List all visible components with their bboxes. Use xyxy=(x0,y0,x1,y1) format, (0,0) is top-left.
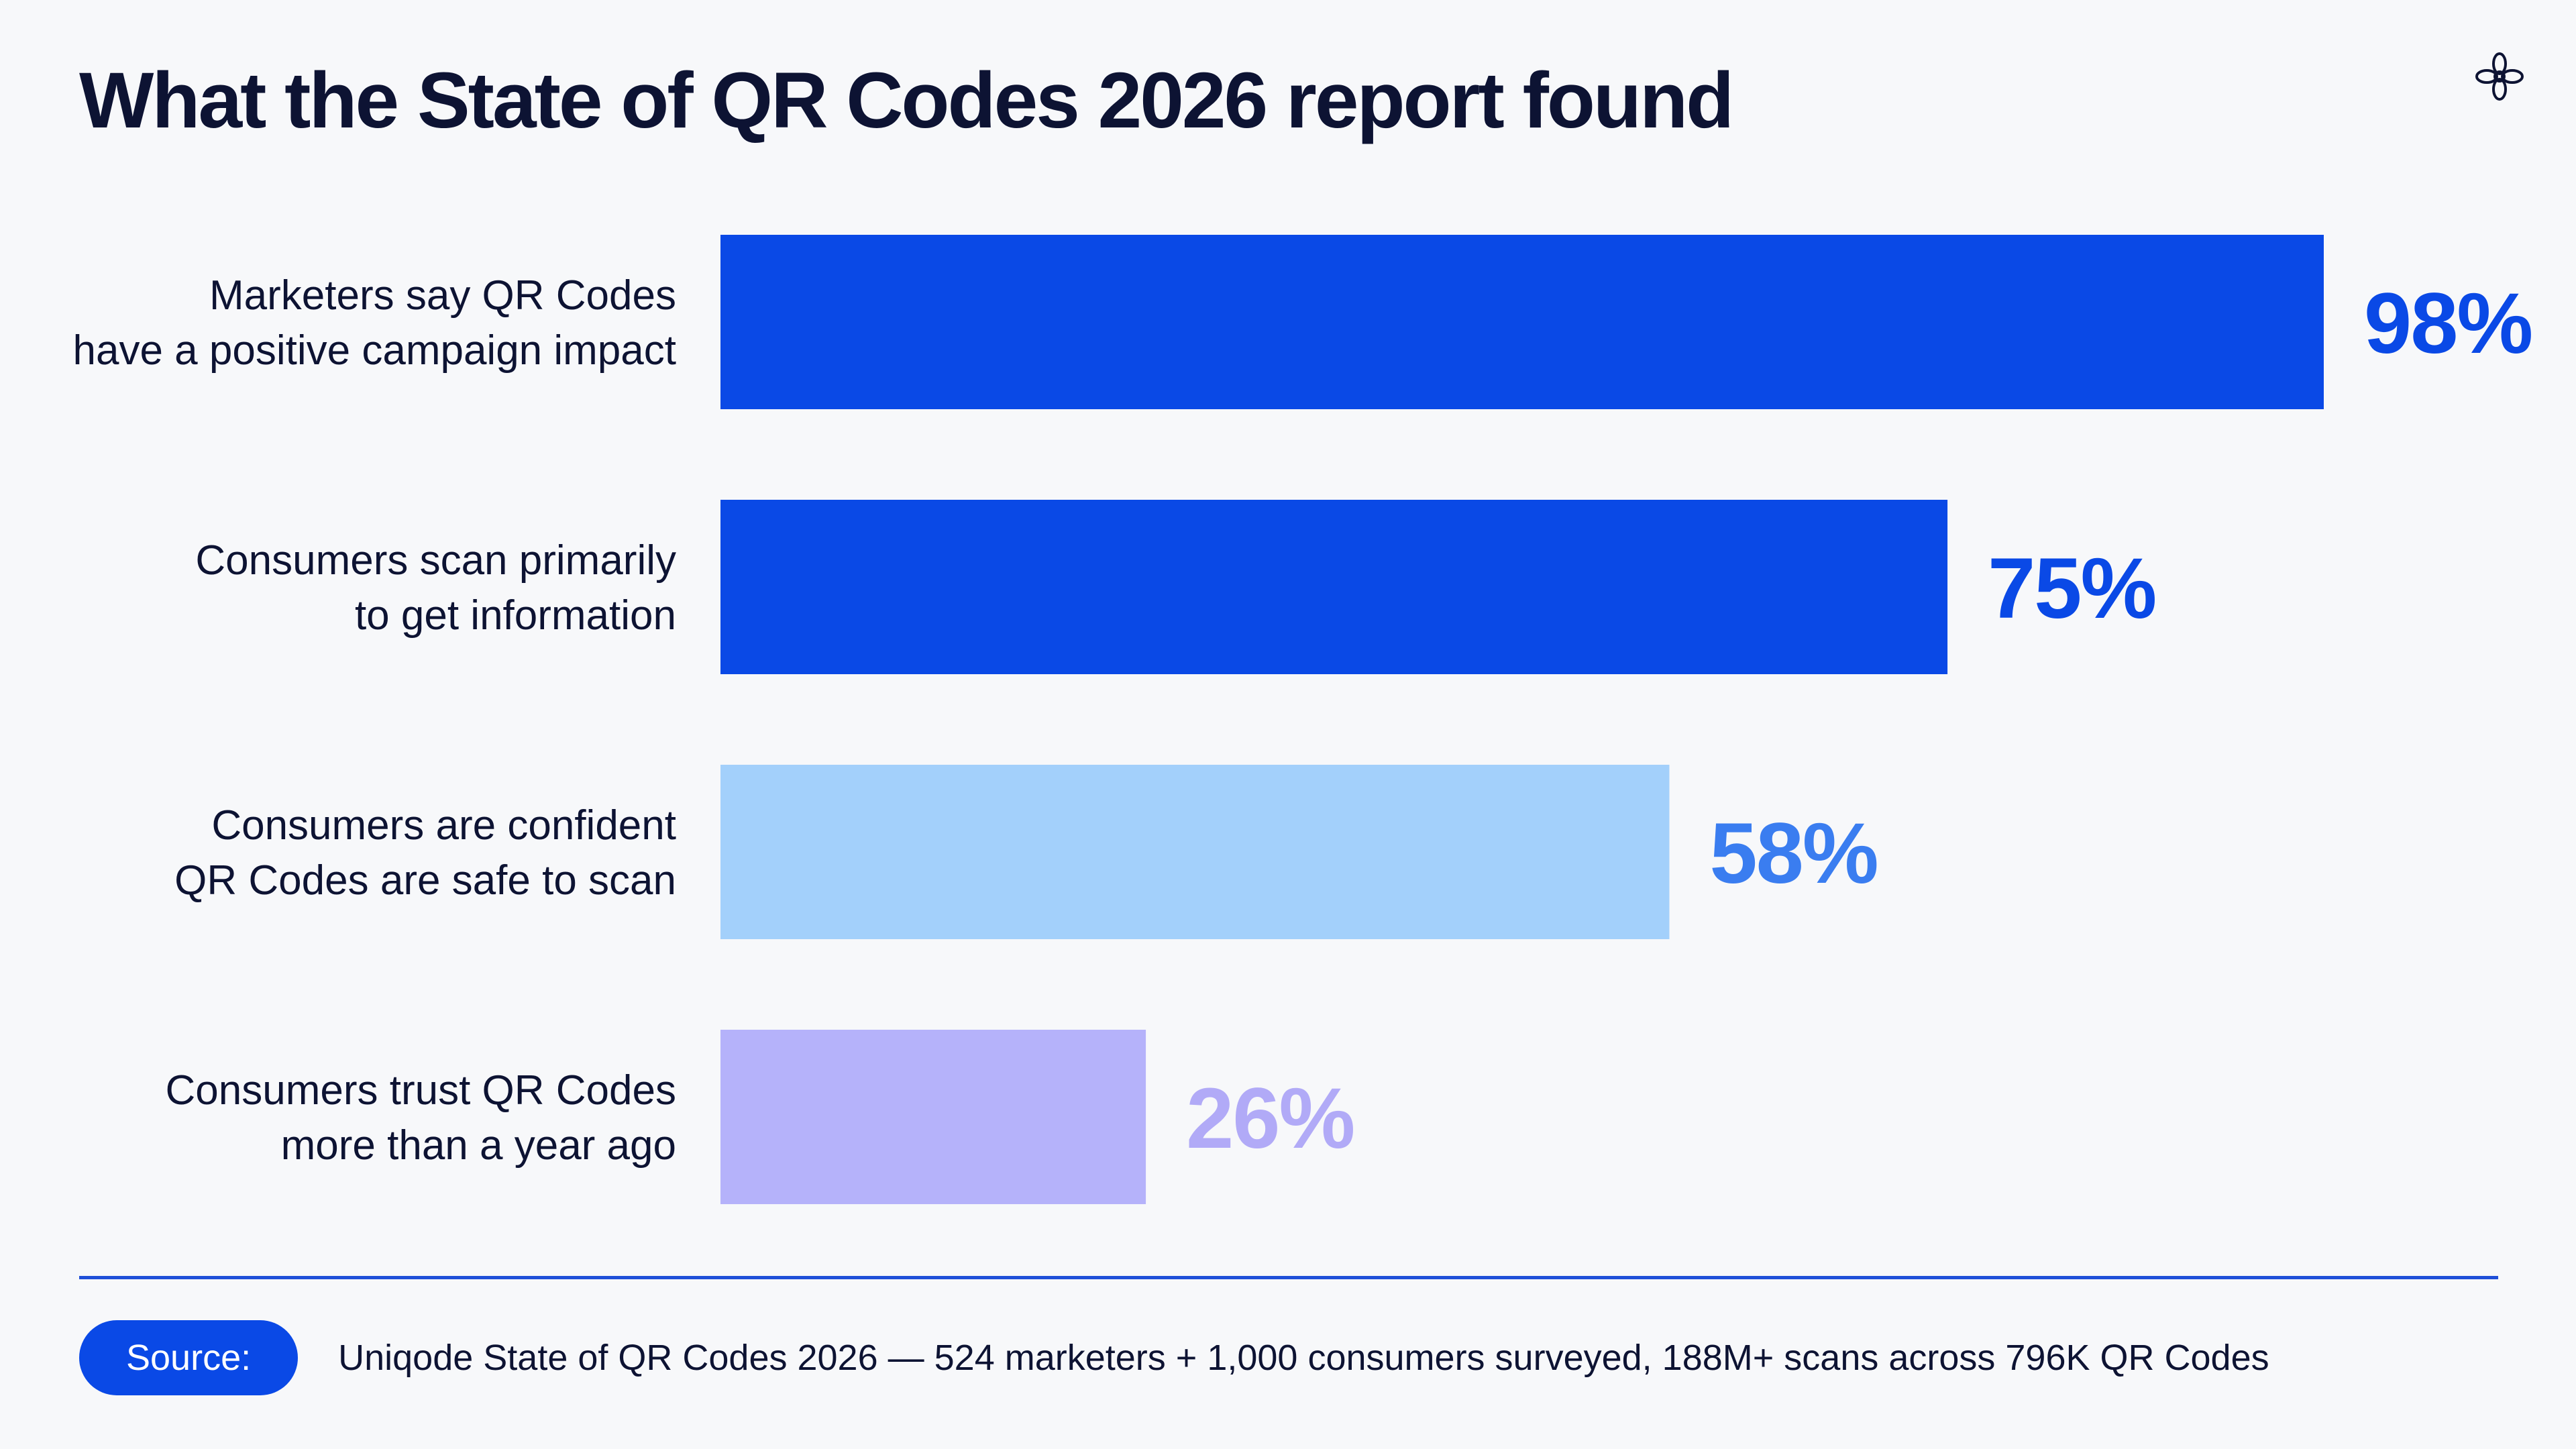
category-label-2: Consumers scan primarily to get informati… xyxy=(195,537,676,639)
snowflake-flower-icon xyxy=(2475,52,2524,101)
source-row: Source: Uniqode State of QR Codes 2026 —… xyxy=(79,1320,2269,1395)
chart-title: What the State of QR Codes 2026 report f… xyxy=(79,56,1734,145)
category-label-4: Consumers trust QR Codes more than a year… xyxy=(166,1067,676,1169)
category-label-1: Marketers say QR Codes have a positive ca… xyxy=(73,272,676,374)
value-label-2: 75% xyxy=(1988,541,2155,637)
value-label-3: 58% xyxy=(1709,806,1877,902)
bar-4 xyxy=(720,1030,1146,1204)
bar-3 xyxy=(720,765,1670,939)
source-badge: Source: xyxy=(79,1320,299,1395)
bar-1 xyxy=(720,235,2324,409)
footer-divider xyxy=(79,1276,2498,1279)
bar-2 xyxy=(720,500,1948,674)
source-text: Uniqode State of QR Codes 2026 — 524 mar… xyxy=(338,1338,2269,1378)
value-label-4: 26% xyxy=(1186,1071,1354,1167)
value-label-1: 98% xyxy=(2364,276,2532,372)
bar-chart: Marketers say QR Codes have a positive ca… xyxy=(73,235,2533,1204)
category-label-3: Consumers are confident QR Codes are safe… xyxy=(174,802,676,904)
